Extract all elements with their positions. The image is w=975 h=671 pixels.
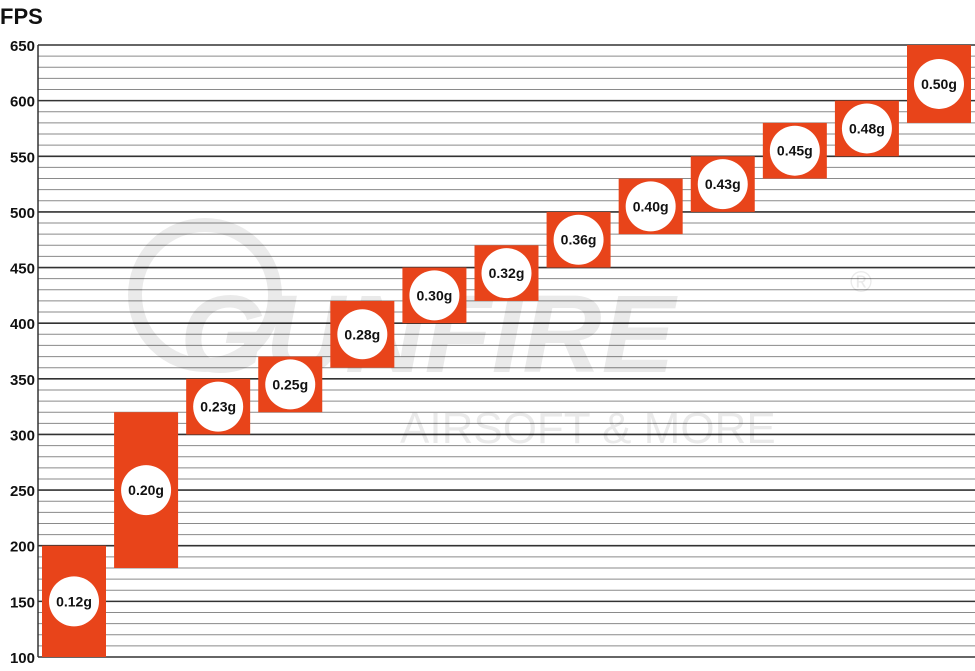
y-axis-ticks: 100 150 200 250 300 350 400 450 500 550 600 650 xyxy=(10,38,35,667)
bar-label: 0.12g xyxy=(56,593,92,609)
y-tick-label: 450 xyxy=(10,261,35,278)
bar-label-circle xyxy=(769,125,820,176)
bar-label-circle xyxy=(841,103,892,154)
watermark-tagline: AIRSOFT & MORE xyxy=(400,404,776,453)
y-tick-label: 550 xyxy=(10,149,35,166)
bar-label-circle xyxy=(121,465,172,516)
y-tick-label: 100 xyxy=(10,650,35,666)
bar-label-circle xyxy=(481,248,532,299)
bar-label: 0.45g xyxy=(777,143,813,159)
bar-label-circle xyxy=(625,181,676,232)
y-tick-label: 600 xyxy=(10,94,35,111)
y-tick-label: 650 xyxy=(10,38,35,55)
y-tick-label: 400 xyxy=(10,316,35,333)
bar-label-circle xyxy=(553,214,604,265)
bar-label-circle xyxy=(193,381,244,432)
bar-label-circle xyxy=(914,58,964,109)
bar-label: 0.32g xyxy=(489,265,525,281)
bar-label-circle xyxy=(265,359,316,410)
bar-label: 0.50g xyxy=(921,76,957,92)
bar-label: 0.30g xyxy=(417,287,453,303)
bar-label: 0.43g xyxy=(705,176,741,192)
bar-label-circle xyxy=(409,270,460,321)
y-tick-label: 150 xyxy=(10,594,35,611)
watermark-registered: ® xyxy=(850,266,872,299)
bar-label: 0.28g xyxy=(344,326,380,342)
bar-label-circle xyxy=(337,309,388,360)
bar-label: 0.23g xyxy=(200,399,236,415)
y-tick-label: 300 xyxy=(10,427,35,444)
y-tick-label: 250 xyxy=(10,483,35,500)
bar-label: 0.20g xyxy=(128,482,164,498)
bar-label: 0.48g xyxy=(849,120,885,136)
y-axis-title: FPS xyxy=(0,4,43,29)
y-tick-label: 500 xyxy=(10,205,35,222)
bar-label: 0.25g xyxy=(272,376,308,392)
bar-label: 0.36g xyxy=(561,232,597,248)
y-tick-label: 200 xyxy=(10,539,35,556)
bar-label-circle xyxy=(697,159,748,210)
bar-label-circle xyxy=(49,576,99,627)
bars: 0.12g 0.20g 0.23g 0.25g 0.28g 0.30g 0.32g 0.36g… xyxy=(42,45,971,657)
bar-label: 0.40g xyxy=(633,198,669,214)
y-tick-label: 350 xyxy=(10,372,35,389)
